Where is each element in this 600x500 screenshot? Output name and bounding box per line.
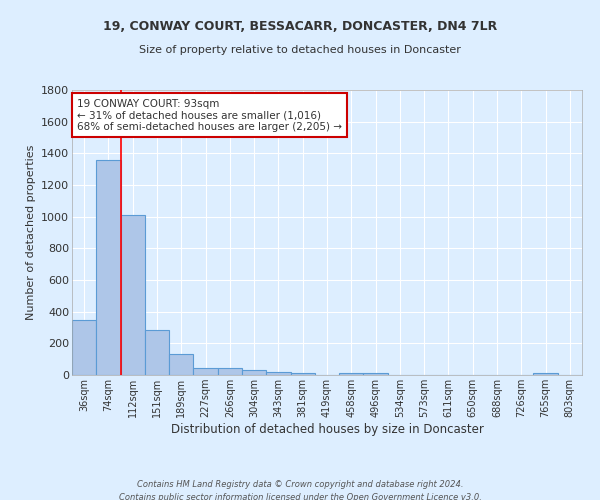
Bar xyxy=(145,330,169,375)
Bar xyxy=(218,368,242,375)
Text: Contains public sector information licensed under the Open Government Licence v3: Contains public sector information licen… xyxy=(119,492,481,500)
Bar xyxy=(72,320,96,375)
Bar xyxy=(121,215,145,375)
Bar xyxy=(96,160,121,375)
Bar xyxy=(290,373,315,375)
Y-axis label: Number of detached properties: Number of detached properties xyxy=(26,145,35,320)
Text: 19, CONWAY COURT, BESSACARR, DONCASTER, DN4 7LR: 19, CONWAY COURT, BESSACARR, DONCASTER, … xyxy=(103,20,497,33)
Bar xyxy=(193,368,218,375)
Bar xyxy=(242,370,266,375)
Text: 19 CONWAY COURT: 93sqm
← 31% of detached houses are smaller (1,016)
68% of semi-: 19 CONWAY COURT: 93sqm ← 31% of detached… xyxy=(77,98,342,132)
Bar xyxy=(169,354,193,375)
Bar xyxy=(533,373,558,375)
X-axis label: Distribution of detached houses by size in Doncaster: Distribution of detached houses by size … xyxy=(170,423,484,436)
Bar xyxy=(266,372,290,375)
Text: Contains HM Land Registry data © Crown copyright and database right 2024.: Contains HM Land Registry data © Crown c… xyxy=(137,480,463,489)
Bar xyxy=(364,373,388,375)
Bar xyxy=(339,373,364,375)
Text: Size of property relative to detached houses in Doncaster: Size of property relative to detached ho… xyxy=(139,45,461,55)
